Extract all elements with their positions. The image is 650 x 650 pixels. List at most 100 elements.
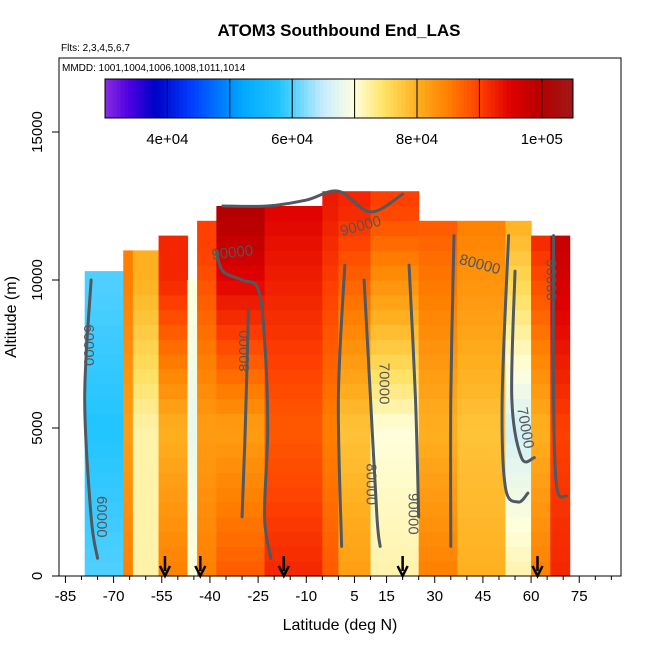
heatmap-cell [132,280,160,296]
heatmap-cell [457,220,506,237]
heatmap-cell [338,457,372,473]
colorbar-segment [502,79,508,118]
heatmap-cell [370,354,420,370]
heatmap-cell [370,206,420,222]
heatmap-cell [132,561,160,577]
heatmap-cell [216,324,266,340]
heatmap-cell [264,265,323,281]
heatmap-cell [550,472,571,488]
colorbar-segment [300,79,305,118]
heatmap-cell [84,516,124,533]
heatmap-cell [457,531,506,547]
heatmap-cell [322,546,339,562]
contour-line-90000 [500,234,530,504]
heatmap-cell [505,324,532,340]
heatmap-cell [264,472,323,488]
heatmap-cell [457,250,506,266]
heatmap-cell [132,428,160,444]
contour-line-90000 [221,189,405,214]
flights-subtitle: Flts: 2,3,4,5,6,7 [61,43,130,54]
heatmap-cell [187,428,198,444]
colorbar-segment [105,79,110,118]
heatmap-cell [187,516,198,533]
heatmap-cell [531,472,551,488]
colorbar-segment [471,79,476,118]
heatmap-cell [370,531,420,547]
heatmap-cell [132,354,160,370]
heatmap-cell [197,428,217,444]
heatmap-cell [322,516,339,533]
heatmap-cell [123,442,134,459]
x-tick-label: -85 [55,588,77,605]
heatmap-cell [370,309,420,325]
heatmap-cell [132,383,160,399]
heatmap-cell [370,265,420,281]
heatmap-cell [550,235,571,251]
heatmap-cell [322,265,339,281]
heatmap-cell [132,531,160,547]
heatmap-cell [216,383,266,399]
heatmap-cell [322,413,339,429]
heatmap-cell [187,561,198,577]
heatmap-cell [550,280,571,296]
colorbar-segment [147,79,153,118]
heatmap-cell [197,220,217,237]
heatmap-cell [187,354,198,370]
heatmap-cell [84,294,124,311]
heatmap-cell [338,561,372,577]
colorbar-segment [292,79,297,118]
heatmap-cell [84,280,124,296]
heatmap-cell [216,265,266,281]
heatmap-cell [187,487,198,503]
heatmap-cell [187,546,198,562]
heatmap-cell [197,531,217,547]
heatmap-cell [370,220,420,237]
heatmap-cell [418,531,458,547]
heatmap-cell [370,250,420,266]
colorbar-segment [155,79,161,118]
colorbar-segment [557,79,562,118]
colorbar-segment [144,79,149,118]
colorbar-segment [342,79,348,118]
colorbar-segment [491,79,496,118]
heatmap-cell [187,280,198,296]
colorbar-segment [514,79,519,118]
heatmap-cell [264,324,323,340]
heatmap-cell [158,280,189,296]
heatmap-cell [264,383,323,399]
colorbar-segment [284,79,289,118]
heatmap-cell [197,457,217,473]
y-tick-label: 5000 [29,411,46,444]
heatmap-cell [216,339,266,355]
heatmap-cell [197,442,217,459]
colorbar-segment [159,79,164,118]
heatmap-cell [322,354,339,370]
x-tick-label: 45 [475,588,492,605]
colorbar-tick-label: 6e+04 [271,131,313,148]
heatmap-cell [197,294,217,311]
heatmap-cell [264,428,323,444]
heatmap-cell [457,235,506,251]
colorbar-segment [424,79,430,118]
heatmap-cell [338,220,372,237]
colorbar-segment [378,79,383,118]
heatmap-cell [418,502,458,518]
heatmap-cell [216,235,266,251]
heatmap-cell [158,457,189,473]
contour-line-90000 [551,234,568,499]
heatmap-cell [550,324,571,340]
heatmap-cell [322,294,339,311]
colorbar-segment [428,79,434,118]
heatmap-cell [338,428,372,444]
x-tick-label: 15 [378,588,395,605]
heatmap-cell [457,472,506,488]
heatmap-cell [322,206,339,222]
heatmap-cell [132,516,160,533]
heatmap-cell [132,442,160,459]
colorbar-segment [222,79,227,118]
heatmap-cell [264,339,323,355]
colorbar-segment [241,79,246,118]
heatmap-cell [550,546,571,562]
heatmap-cell [531,265,551,281]
